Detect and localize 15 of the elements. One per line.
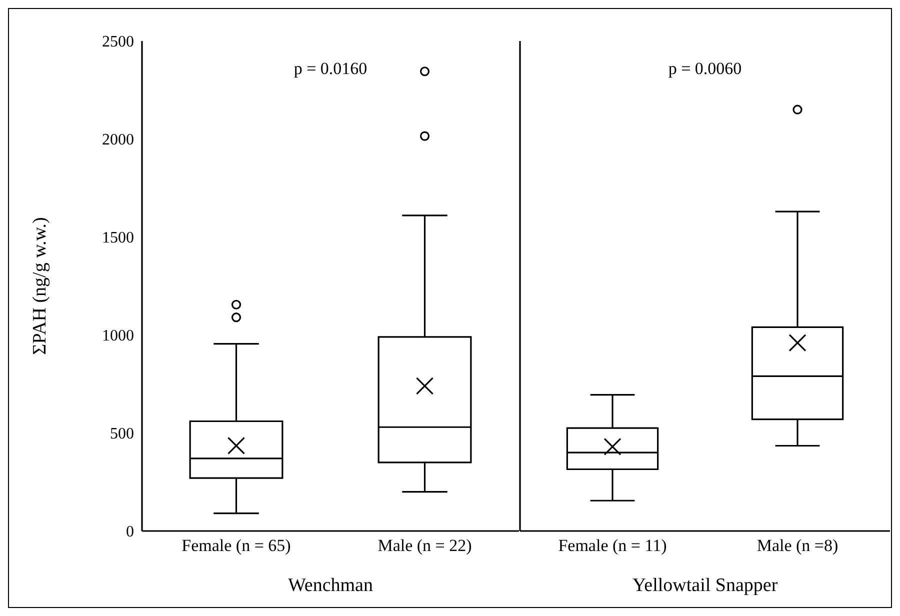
- annotation: p = 0.0160: [292, 59, 368, 79]
- x-tick-label: Female (n = 11): [558, 536, 667, 556]
- y-tick-label: 0: [126, 524, 134, 541]
- x-tick-label: Male (n = 22): [378, 536, 472, 556]
- annotation: p = 0.0060: [667, 59, 743, 79]
- y-tick-label: 2000: [102, 132, 134, 149]
- y-tick-label: 2500: [102, 34, 134, 51]
- x-tick-label: Female (n = 65): [182, 536, 291, 556]
- x-axis-title: Yellowtail Snapper: [632, 575, 778, 596]
- y-tick-label: 1500: [102, 230, 134, 247]
- y-axis-title: ΣPAH (ng/g w.w.): [30, 217, 51, 355]
- y-tick-label: 500: [110, 426, 134, 443]
- x-tick-label: Male (n =8): [756, 536, 838, 556]
- y-tick-label: 1000: [102, 328, 134, 345]
- x-axis-title: Wenchman: [288, 575, 374, 596]
